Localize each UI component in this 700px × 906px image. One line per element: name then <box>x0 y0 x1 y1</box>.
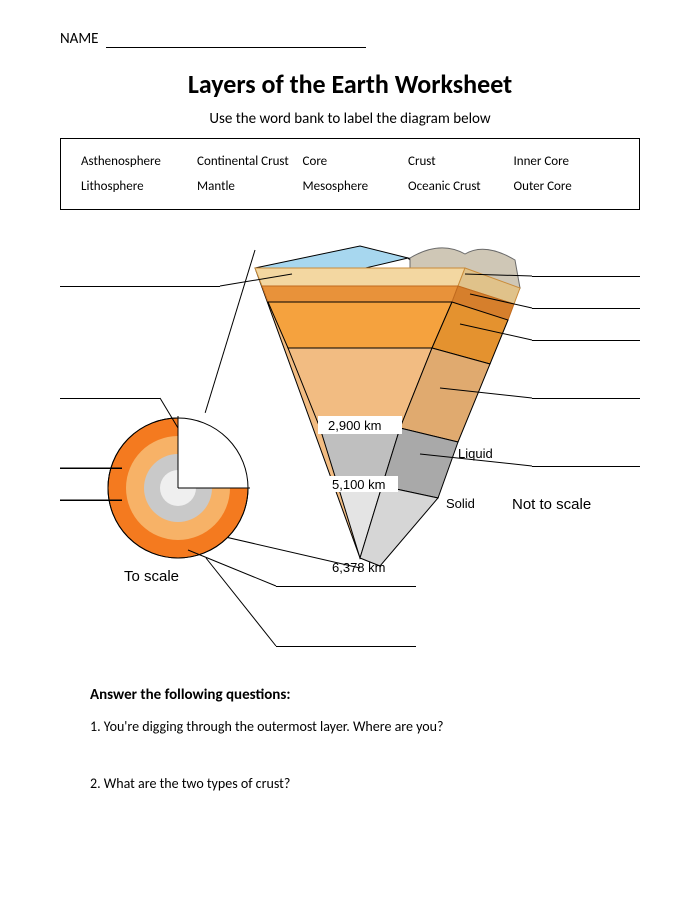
depth-label: 2,900 km <box>328 418 381 433</box>
answer-blank[interactable] <box>532 308 640 309</box>
answer-blank[interactable] <box>276 586 416 587</box>
word-bank-term: Continental Crust <box>197 154 302 169</box>
page-title: Layers of the Earth Worksheet <box>60 68 640 100</box>
answer-blank[interactable] <box>60 500 122 501</box>
questions-heading: Answer the following questions: <box>90 686 640 704</box>
word-bank-term: Mantle <box>197 179 302 194</box>
answer-blank[interactable] <box>532 340 640 341</box>
depth-label: 5,100 km <box>332 477 385 492</box>
answer-blank[interactable] <box>532 398 640 399</box>
name-field: NAME <box>60 30 640 48</box>
word-bank-row: Asthenosphere Continental Crust Core Cru… <box>81 149 619 174</box>
name-blank[interactable] <box>106 47 366 48</box>
word-bank-term: Inner Core <box>514 154 619 169</box>
page-subtitle: Use the word bank to label the diagram b… <box>60 110 640 128</box>
depth-label: 6,378 km <box>332 560 385 575</box>
word-bank-term: Asthenosphere <box>81 154 197 169</box>
word-bank: Asthenosphere Continental Crust Core Cru… <box>60 138 640 210</box>
scale-note: Not to scale <box>512 496 591 513</box>
answer-blank[interactable] <box>532 276 640 277</box>
word-bank-term: Core <box>303 154 408 169</box>
word-bank-term: Mesosphere <box>303 179 408 194</box>
scale-note: To scale <box>124 568 179 585</box>
state-label: Liquid <box>458 446 493 461</box>
word-bank-term: Outer Core <box>514 179 619 194</box>
answer-blank[interactable] <box>276 646 416 647</box>
word-bank-row: Lithosphere Mantle Mesosphere Oceanic Cr… <box>81 174 619 199</box>
question-2: 2. What are the two types of crust? <box>90 775 640 792</box>
word-bank-term: Oceanic Crust <box>408 179 513 194</box>
name-label: NAME <box>60 30 99 48</box>
question-1: 1. You're digging through the outermost … <box>90 718 640 735</box>
answer-blank[interactable] <box>60 286 220 287</box>
answer-blank[interactable] <box>532 466 640 467</box>
answer-blank[interactable] <box>60 468 122 469</box>
answer-blank[interactable] <box>60 398 160 399</box>
diagram-svg <box>60 228 640 668</box>
word-bank-term: Crust <box>408 154 513 169</box>
word-bank-term: Lithosphere <box>81 179 197 194</box>
earth-layers-diagram: 2,900 km 5,100 km 6,378 km Liquid Solid … <box>60 228 640 668</box>
state-label: Solid <box>446 496 475 511</box>
